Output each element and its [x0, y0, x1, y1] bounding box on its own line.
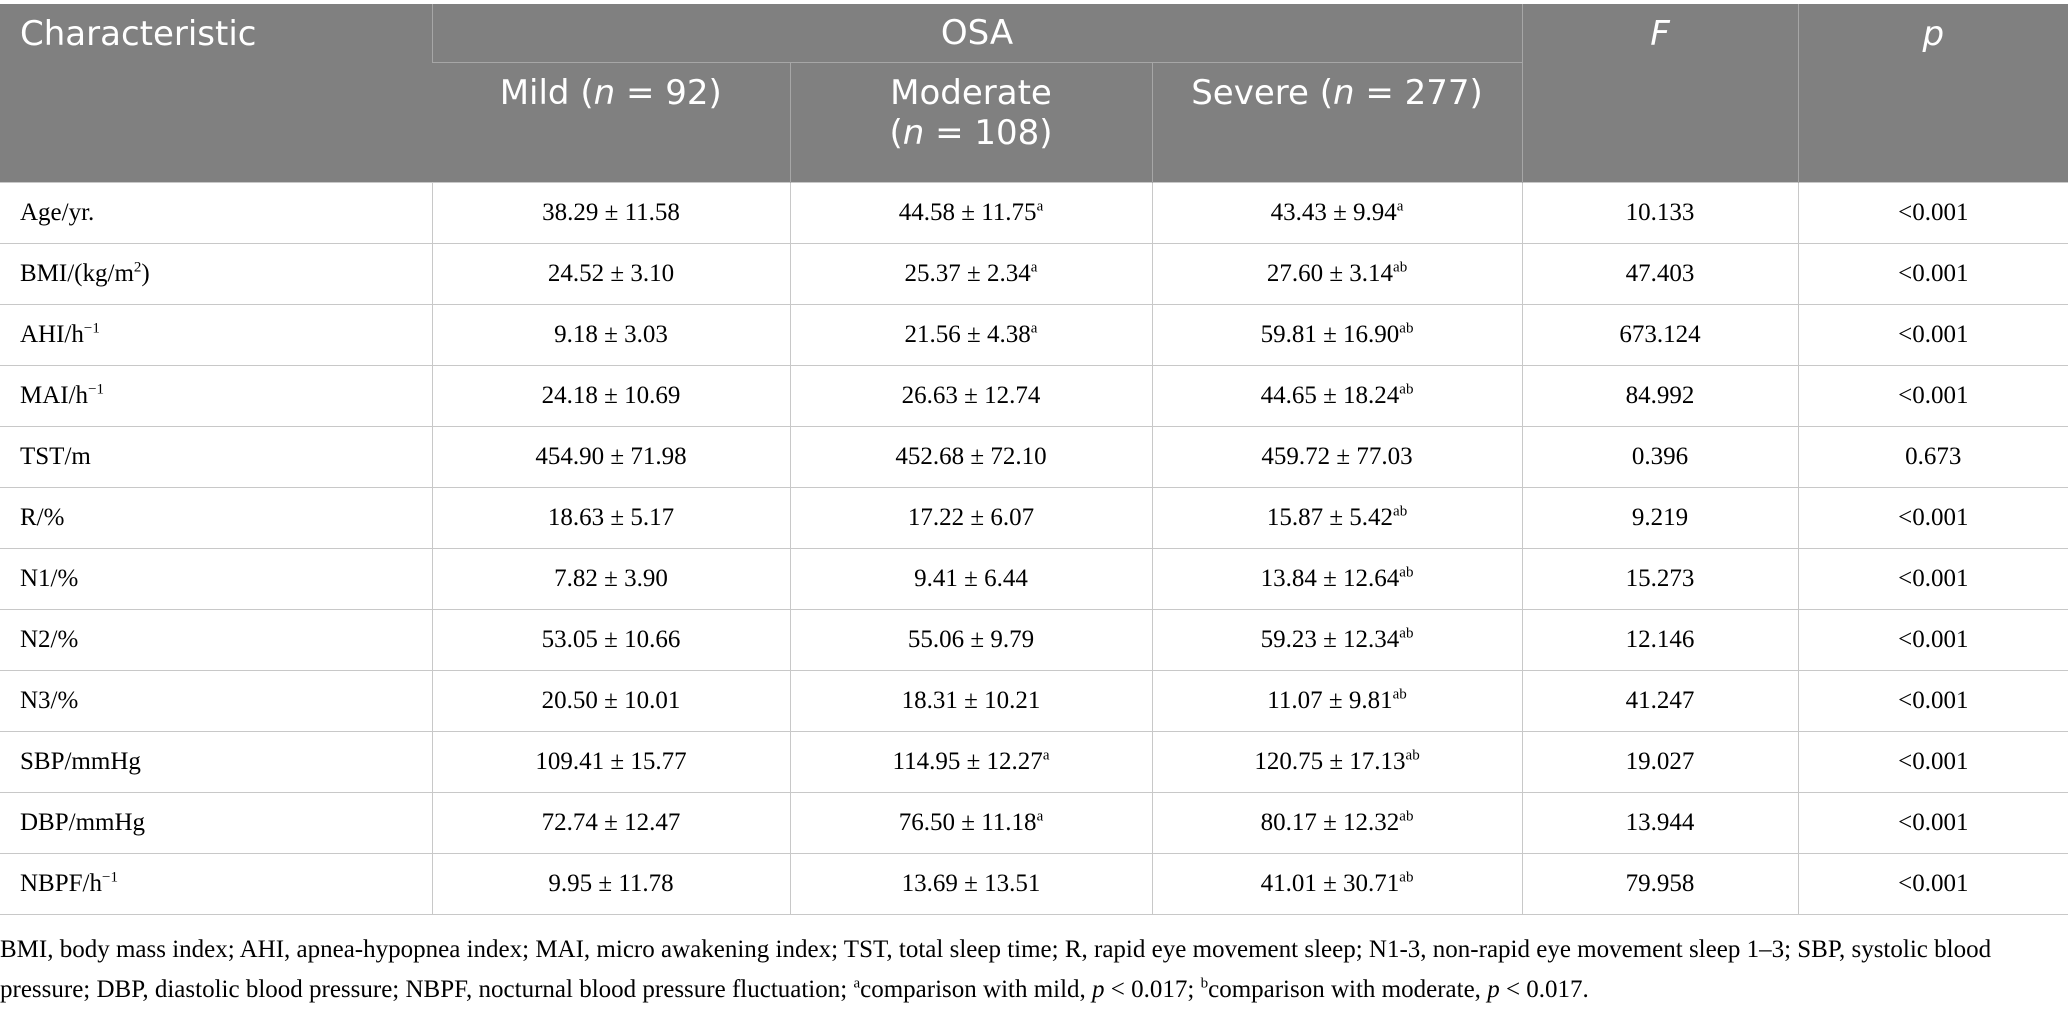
- cell-f: 13.944: [1521, 791, 1799, 853]
- cell-moderate: 21.56 ± 4.38a: [789, 303, 1152, 365]
- cell-p: <0.001: [1797, 364, 2068, 426]
- cell-mild: 24.52 ± 3.10: [431, 242, 790, 304]
- cell-p: 0.673: [1797, 425, 2068, 487]
- cell-f: 41.247: [1521, 669, 1799, 731]
- table-row: BMI/(kg/m2) 24.52 ± 3.10 25.37 ± 2.34a 27.6…: [0, 242, 2068, 304]
- cell-moderate: 452.68 ± 72.10: [789, 425, 1152, 487]
- row-label: DBP/mmHg: [0, 791, 432, 853]
- row-label: SBP/mmHg: [0, 730, 432, 792]
- cell-moderate: 76.50 ± 11.18a: [789, 791, 1152, 853]
- cell-mild: 9.18 ± 3.03: [431, 303, 790, 365]
- table-row: SBP/mmHg 109.41 ± 15.77 114.95 ± 12.27a 120…: [0, 730, 2068, 792]
- cell-p: <0.001: [1797, 730, 2068, 792]
- cell-severe: 44.65 ± 18.24ab: [1151, 364, 1523, 426]
- cell-severe: 59.23 ± 12.34ab: [1151, 608, 1523, 670]
- row-label: AHI/h−1: [0, 303, 432, 365]
- header-characteristic: Characteristic: [0, 4, 432, 182]
- table-row: AHI/h−1 9.18 ± 3.03 21.56 ± 4.38a 59.81 ± 1…: [0, 303, 2068, 365]
- cell-f: 79.958: [1521, 852, 1799, 915]
- table-row: TST/m 454.90 ± 71.98 452.68 ± 72.10 459.72 …: [0, 425, 2068, 487]
- cell-severe: 27.60 ± 3.14ab: [1151, 242, 1523, 304]
- osa-characteristics-table: Characteristic OSA F p Mild (n = 92) Mod…: [0, 4, 2068, 915]
- cell-mild: 20.50 ± 10.01: [431, 669, 790, 731]
- cell-p: <0.001: [1797, 242, 2068, 304]
- row-label: N1/%: [0, 547, 432, 609]
- cell-moderate: 9.41 ± 6.44: [789, 547, 1152, 609]
- cell-f: 0.396: [1521, 425, 1799, 487]
- header-f: F: [1521, 4, 1799, 182]
- cell-mild: 18.63 ± 5.17: [431, 486, 790, 548]
- header-severe: Severe (n = 277): [1151, 62, 1523, 182]
- cell-severe: 459.72 ± 77.03: [1151, 425, 1523, 487]
- cell-mild: 72.74 ± 12.47: [431, 791, 790, 853]
- header-mild: Mild (n = 92): [432, 62, 790, 182]
- header-moderate: Moderate (n = 108): [789, 62, 1152, 182]
- cell-moderate: 114.95 ± 12.27a: [789, 730, 1152, 792]
- cell-f: 12.146: [1521, 608, 1799, 670]
- cell-f: 10.133: [1521, 181, 1799, 243]
- table-row: MAI/h−1 24.18 ± 10.69 26.63 ± 12.74 44.65 ±…: [0, 364, 2068, 426]
- cell-moderate: 13.69 ± 13.51: [789, 852, 1152, 915]
- table-row: N3/% 20.50 ± 10.01 18.31 ± 10.21 11.07 ± 9.…: [0, 669, 2068, 731]
- cell-p: <0.001: [1797, 852, 2068, 915]
- table-row: N2/% 53.05 ± 10.66 55.06 ± 9.79 59.23 ± 12.…: [0, 608, 2068, 670]
- cell-severe: 80.17 ± 12.32ab: [1151, 791, 1523, 853]
- row-label: NBPF/h−1: [0, 852, 432, 915]
- cell-severe: 41.01 ± 30.71ab: [1151, 852, 1523, 915]
- table-row: N1/% 7.82 ± 3.90 9.41 ± 6.44 13.84 ± 12.64a…: [0, 547, 2068, 609]
- cell-p: <0.001: [1797, 181, 2068, 243]
- cell-f: 673.124: [1521, 303, 1799, 365]
- cell-severe: 13.84 ± 12.64ab: [1151, 547, 1523, 609]
- row-label: TST/m: [0, 425, 432, 487]
- cell-mild: 38.29 ± 11.58: [431, 181, 790, 243]
- cell-mild: 109.41 ± 15.77: [431, 730, 790, 792]
- cell-mild: 9.95 ± 11.78: [431, 852, 790, 915]
- cell-severe: 59.81 ± 16.90ab: [1151, 303, 1523, 365]
- row-label: N3/%: [0, 669, 432, 731]
- table-footnote: BMI, body mass index; AHI, apnea-hypopne…: [0, 936, 1992, 1003]
- cell-mild: 53.05 ± 10.66: [431, 608, 790, 670]
- row-label: R/%: [0, 486, 432, 548]
- cell-moderate: 26.63 ± 12.74: [789, 364, 1152, 426]
- header-osa-group: OSA: [431, 4, 1523, 63]
- table-row: R/% 18.63 ± 5.17 17.22 ± 6.07 15.87 ± 5.42a…: [0, 486, 2068, 548]
- cell-severe: 120.75 ± 17.13ab: [1151, 730, 1523, 792]
- cell-p: <0.001: [1797, 608, 2068, 670]
- cell-p: <0.001: [1797, 669, 2068, 731]
- cell-p: <0.001: [1797, 547, 2068, 609]
- table-row: Age/yr. 38.29 ± 11.58 44.58 ± 11.75a 43.43 …: [0, 181, 2068, 243]
- cell-moderate: 55.06 ± 9.79: [789, 608, 1152, 670]
- header-p: p: [1797, 4, 2068, 182]
- cell-f: 9.219: [1521, 486, 1799, 548]
- cell-p: <0.001: [1797, 486, 2068, 548]
- cell-moderate: 18.31 ± 10.21: [789, 669, 1152, 731]
- row-label: MAI/h−1: [0, 364, 432, 426]
- cell-f: 84.992: [1521, 364, 1799, 426]
- cell-moderate: 17.22 ± 6.07: [789, 486, 1152, 548]
- cell-f: 19.027: [1521, 730, 1799, 792]
- table-header: Characteristic OSA F p Mild (n = 92) Mod…: [0, 4, 2068, 182]
- table-row: DBP/mmHg 72.74 ± 12.47 76.50 ± 11.18a 80.17…: [0, 791, 2068, 853]
- table-row: NBPF/h−1 9.95 ± 11.78 13.69 ± 13.51 41.01 ±…: [0, 852, 2068, 915]
- cell-f: 47.403: [1521, 242, 1799, 304]
- cell-severe: 11.07 ± 9.81ab: [1151, 669, 1523, 731]
- table-body: Age/yr. 38.29 ± 11.58 44.58 ± 11.75a 43.43 …: [0, 181, 2068, 915]
- cell-mild: 454.90 ± 71.98: [431, 425, 790, 487]
- cell-f: 15.273: [1521, 547, 1799, 609]
- cell-moderate: 44.58 ± 11.75a: [789, 181, 1152, 243]
- cell-severe: 43.43 ± 9.94a: [1151, 181, 1523, 243]
- cell-severe: 15.87 ± 5.42ab: [1151, 486, 1523, 548]
- cell-p: <0.001: [1797, 303, 2068, 365]
- row-label: BMI/(kg/m2): [0, 242, 432, 304]
- cell-moderate: 25.37 ± 2.34a: [789, 242, 1152, 304]
- cell-mild: 24.18 ± 10.69: [431, 364, 790, 426]
- row-label: Age/yr.: [0, 181, 432, 243]
- cell-mild: 7.82 ± 3.90: [431, 547, 790, 609]
- row-label: N2/%: [0, 608, 432, 670]
- cell-p: <0.001: [1797, 791, 2068, 853]
